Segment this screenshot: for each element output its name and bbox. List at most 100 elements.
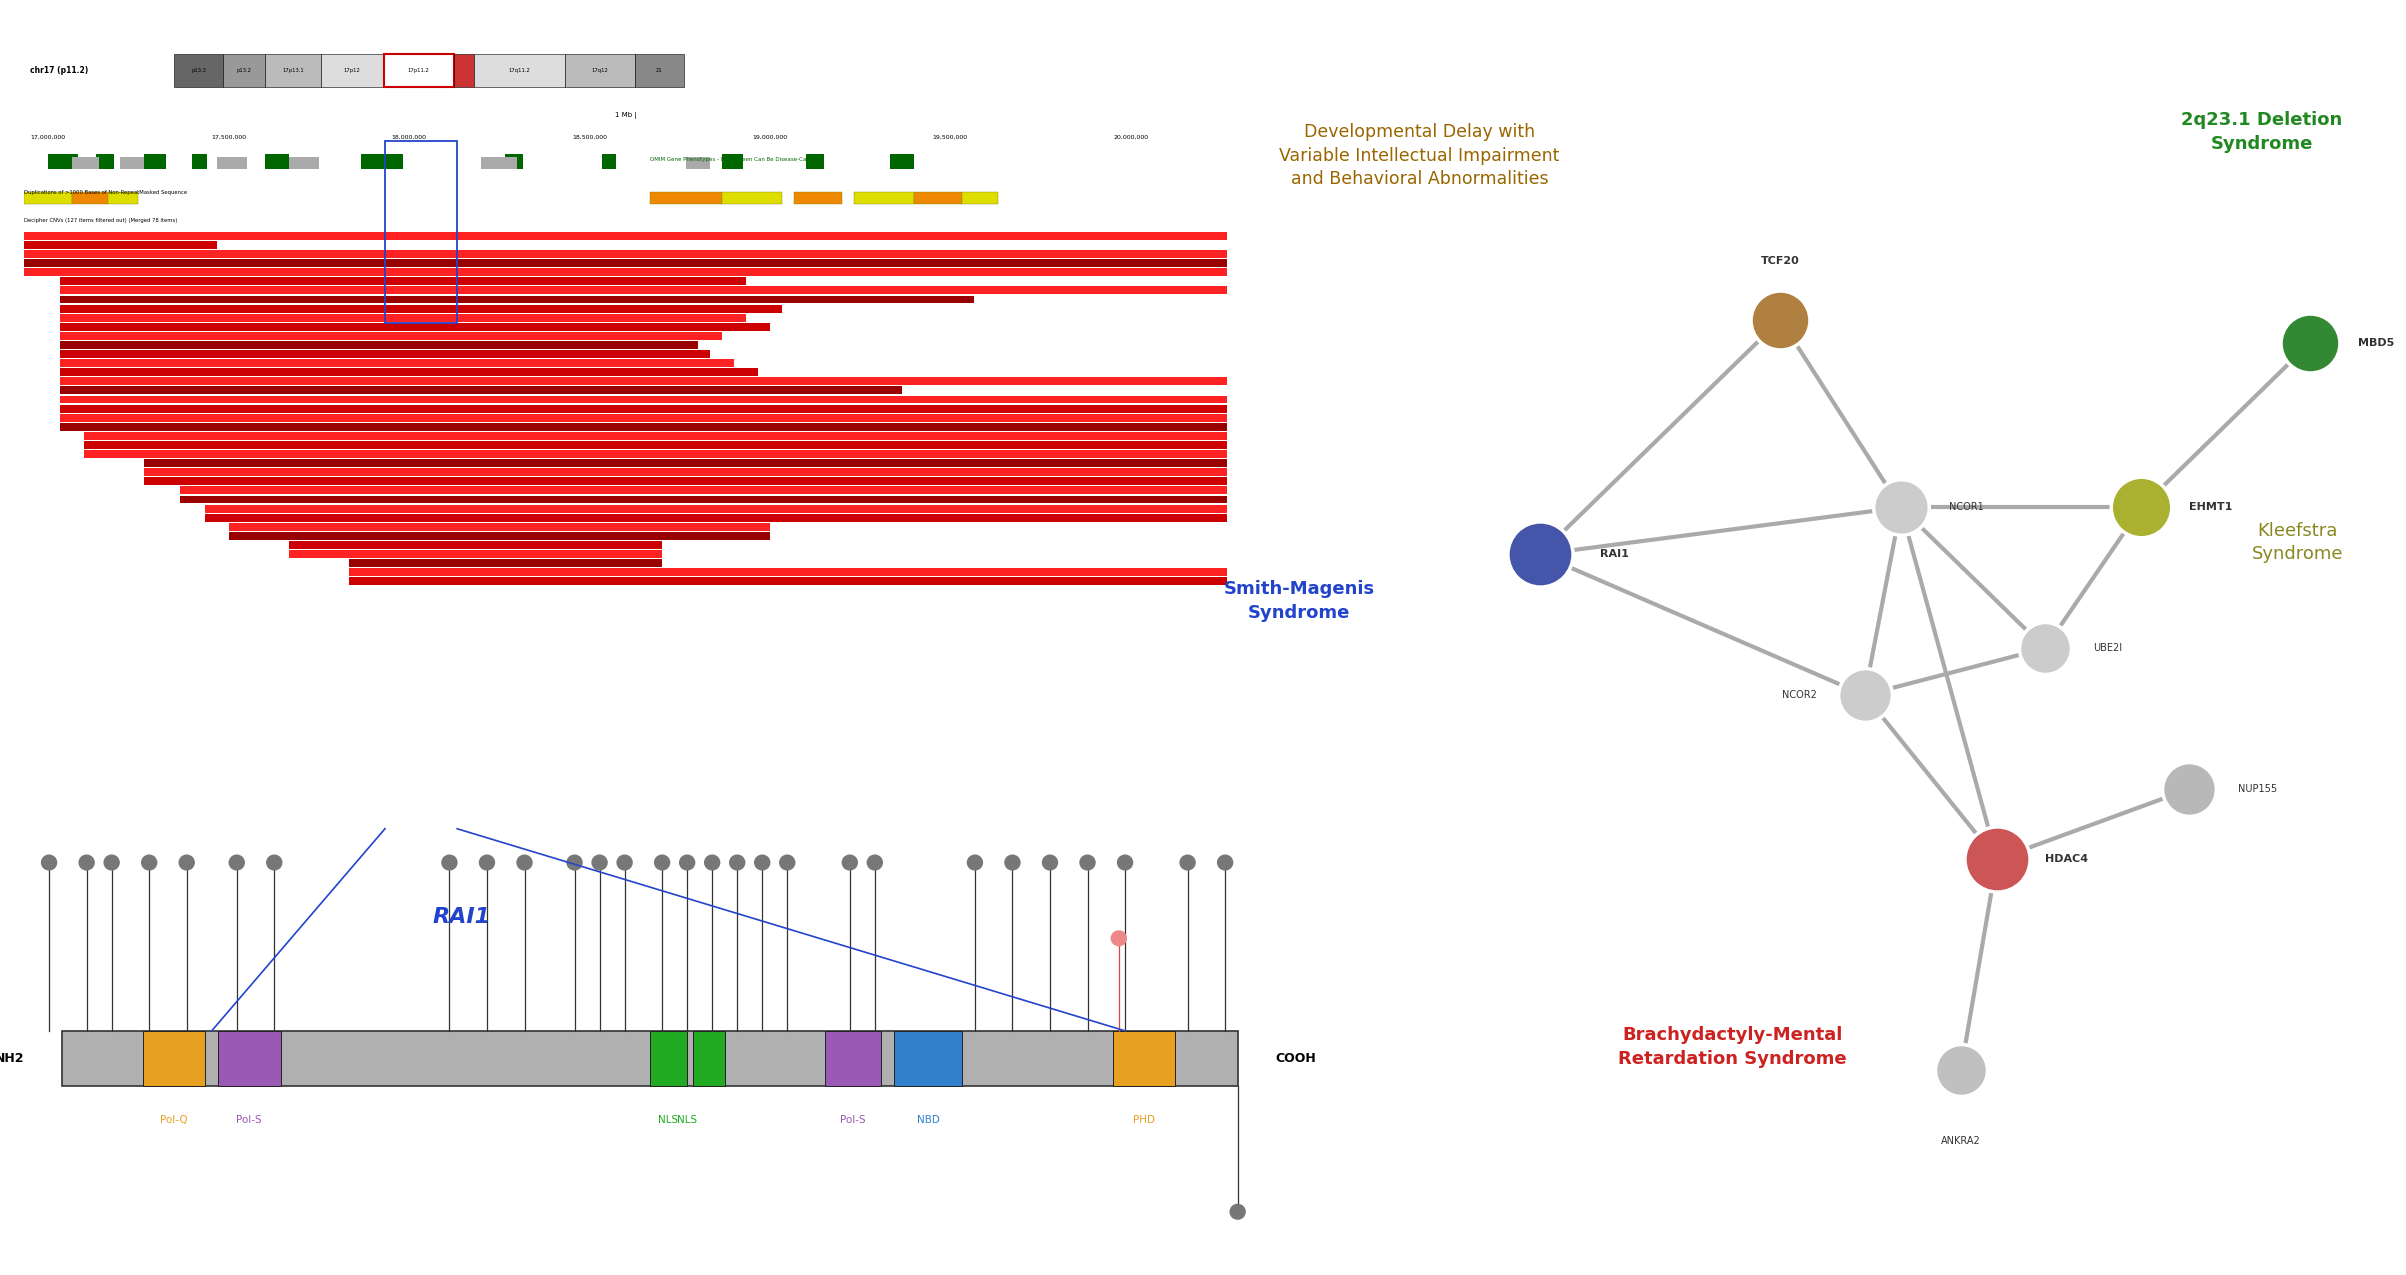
Text: NCOR2: NCOR2 [1783,690,1817,700]
Bar [180,487,1227,495]
Text: NCOR1: NCOR1 [1949,502,1983,513]
Text: Developmental Delay with
Variable Intellectual Impairment
and Behavioral Abnorma: Developmental Delay with Variable Intell… [1280,122,1559,189]
Text: 17q12: 17q12 [592,68,609,73]
Bar [349,569,1227,576]
Bar [349,578,1227,585]
Ellipse shape [517,856,532,870]
Bar [48,154,77,168]
Bar [60,305,782,312]
Bar [60,323,770,330]
Bar [144,468,1227,476]
Text: 19,000,000: 19,000,000 [753,135,787,139]
Bar [452,54,474,87]
Bar [180,496,1227,504]
Bar [96,154,115,168]
Ellipse shape [1112,931,1126,946]
Text: Pol-S: Pol-S [840,1114,866,1125]
Bar [144,154,166,168]
Bar [60,386,902,394]
Bar [650,1030,688,1085]
Bar [385,142,457,323]
Bar [60,377,1227,385]
Ellipse shape [616,856,633,870]
Bar [60,368,758,376]
Bar [686,157,710,168]
Ellipse shape [592,856,606,870]
Ellipse shape [1229,1205,1246,1219]
Text: 2q23.1 Deletion
Syndrome: 2q23.1 Deletion Syndrome [2180,111,2343,153]
Text: Kleefstra
Syndrome: Kleefstra Syndrome [2252,521,2343,564]
Bar [505,154,525,168]
Bar [24,191,72,204]
Bar [60,395,1227,403]
Ellipse shape [1042,856,1059,870]
Bar [60,413,1227,422]
Text: p13.2: p13.2 [236,68,253,73]
Text: NUP155: NUP155 [2238,784,2276,794]
Bar [1112,1030,1174,1085]
Point [2291,333,2329,353]
Point [1845,685,1884,705]
Bar [24,232,1227,240]
Ellipse shape [41,856,58,870]
Text: 17,000,000: 17,000,000 [31,135,65,139]
Point [2026,638,2064,658]
Bar [60,314,746,321]
Bar [24,250,1227,258]
Ellipse shape [705,856,719,870]
Bar [63,1030,1237,1085]
Bar [373,154,385,168]
Point [1978,849,2016,870]
Text: RAI1: RAI1 [1600,550,1629,560]
Bar [289,541,662,550]
Bar [205,514,1227,521]
Bar [265,54,320,87]
Text: PHD: PHD [1133,1114,1155,1125]
Text: TCF20: TCF20 [1761,256,1800,266]
Text: COOH: COOH [1275,1052,1316,1065]
Text: 1 Mb |: 1 Mb | [614,112,638,120]
Bar [84,441,1227,449]
Bar [962,191,998,204]
Bar [481,157,517,168]
Bar [60,340,698,349]
Ellipse shape [178,856,195,870]
Ellipse shape [729,856,746,870]
Ellipse shape [1006,856,1020,870]
Text: MBD5: MBD5 [2358,338,2394,348]
Text: Pol-Q: Pol-Q [161,1114,188,1125]
Bar [72,191,108,204]
Ellipse shape [1080,856,1095,870]
Ellipse shape [479,856,496,870]
Bar [914,191,962,204]
Bar [794,191,842,204]
Text: NLS: NLS [659,1114,678,1125]
Text: Decipher CNVs (127 items filtered out) (Merged 78 items): Decipher CNVs (127 items filtered out) (… [24,218,178,223]
Text: Pol-S: Pol-S [236,1114,262,1125]
Text: 17p11.2: 17p11.2 [407,68,431,73]
Ellipse shape [866,856,883,870]
Text: 17,500,000: 17,500,000 [212,135,245,139]
Point [1881,497,1920,518]
Bar [229,523,770,530]
Bar [217,157,248,168]
Bar [144,477,1227,486]
Text: 17p12: 17p12 [344,68,361,73]
Text: 18,500,000: 18,500,000 [573,135,606,139]
Bar [205,505,1227,513]
Ellipse shape [229,856,245,870]
Bar [265,154,289,168]
Bar [474,54,565,87]
Text: 17p13.1: 17p13.1 [282,68,303,73]
Point [1942,1061,1980,1081]
Bar [84,432,1227,440]
Bar [806,154,823,168]
Bar [24,259,1227,266]
Text: UBE2I: UBE2I [2093,643,2122,653]
Text: 17q11.2: 17q11.2 [510,68,532,73]
Bar [890,154,914,168]
Text: OMIM Gene Phenotypes - Dark Green Can Be Disease-Causing: OMIM Gene Phenotypes - Dark Green Can Be… [650,157,820,162]
Bar [142,1030,205,1085]
Bar [385,54,452,87]
Bar [361,154,404,168]
